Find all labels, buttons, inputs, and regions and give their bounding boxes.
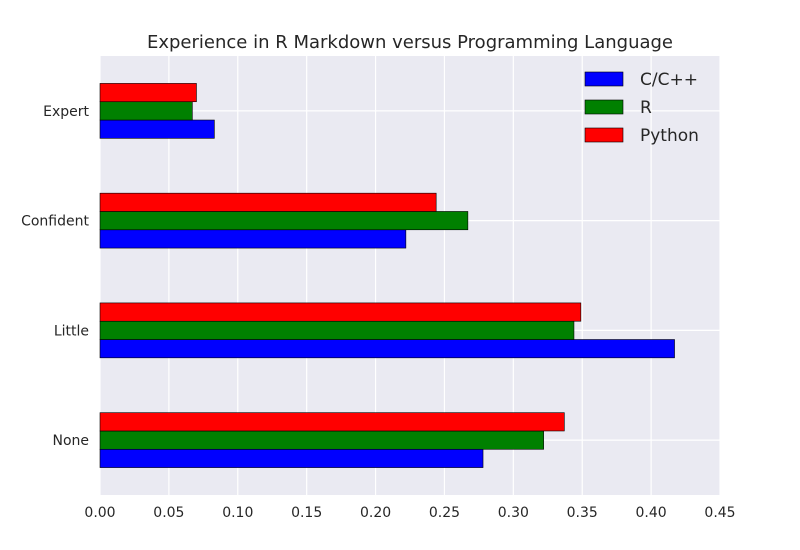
x-tick-label: 0.40 <box>636 505 667 521</box>
x-tick-label: 0.25 <box>429 505 460 521</box>
bars <box>99 83 675 468</box>
y-tick-label: Little <box>54 323 89 339</box>
x-tick-label: 0.35 <box>567 505 598 521</box>
bar-python-confident <box>99 192 437 212</box>
y-tick-label: Expert <box>43 104 89 120</box>
bar-r-expert <box>99 101 193 121</box>
x-tick-label: 0.15 <box>291 505 322 521</box>
legend-swatch-cc <box>584 71 624 87</box>
bar-python-little <box>99 302 582 322</box>
bar-cc-confident <box>99 229 407 249</box>
legend-swatch-r <box>584 99 624 115</box>
legend: C/C++ R Python <box>584 70 699 146</box>
y-axis-ticks: None Little Confident Expert <box>21 104 89 449</box>
x-tick-label: 0.05 <box>153 505 184 521</box>
x-axis-ticks: 0.00 0.05 0.10 0.15 0.20 0.25 0.30 0.35 0.40 0.45 <box>84 505 735 521</box>
bar-r-none <box>99 430 544 450</box>
bar-r-confident <box>99 211 469 231</box>
legend-label: Python <box>640 126 699 146</box>
bar-cc-little <box>99 339 675 359</box>
x-tick-label: 0.00 <box>84 505 115 521</box>
legend-swatch-python <box>584 127 624 143</box>
x-tick-label: 0.20 <box>360 505 391 521</box>
x-tick-label: 0.30 <box>498 505 529 521</box>
chart-title: Experience in R Markdown versus Programm… <box>147 32 673 53</box>
x-tick-label: 0.45 <box>704 505 735 521</box>
bar-r-little <box>99 320 575 340</box>
bar-cc-expert <box>99 119 215 139</box>
y-tick-label: Confident <box>21 214 89 230</box>
x-tick-label: 0.10 <box>222 505 253 521</box>
legend-label: R <box>640 98 652 118</box>
bar-python-expert <box>99 83 197 103</box>
legend-label: C/C++ <box>640 70 698 90</box>
bar-python-none <box>99 412 565 432</box>
bar-cc-none <box>99 448 484 468</box>
y-tick-label: None <box>52 433 89 449</box>
